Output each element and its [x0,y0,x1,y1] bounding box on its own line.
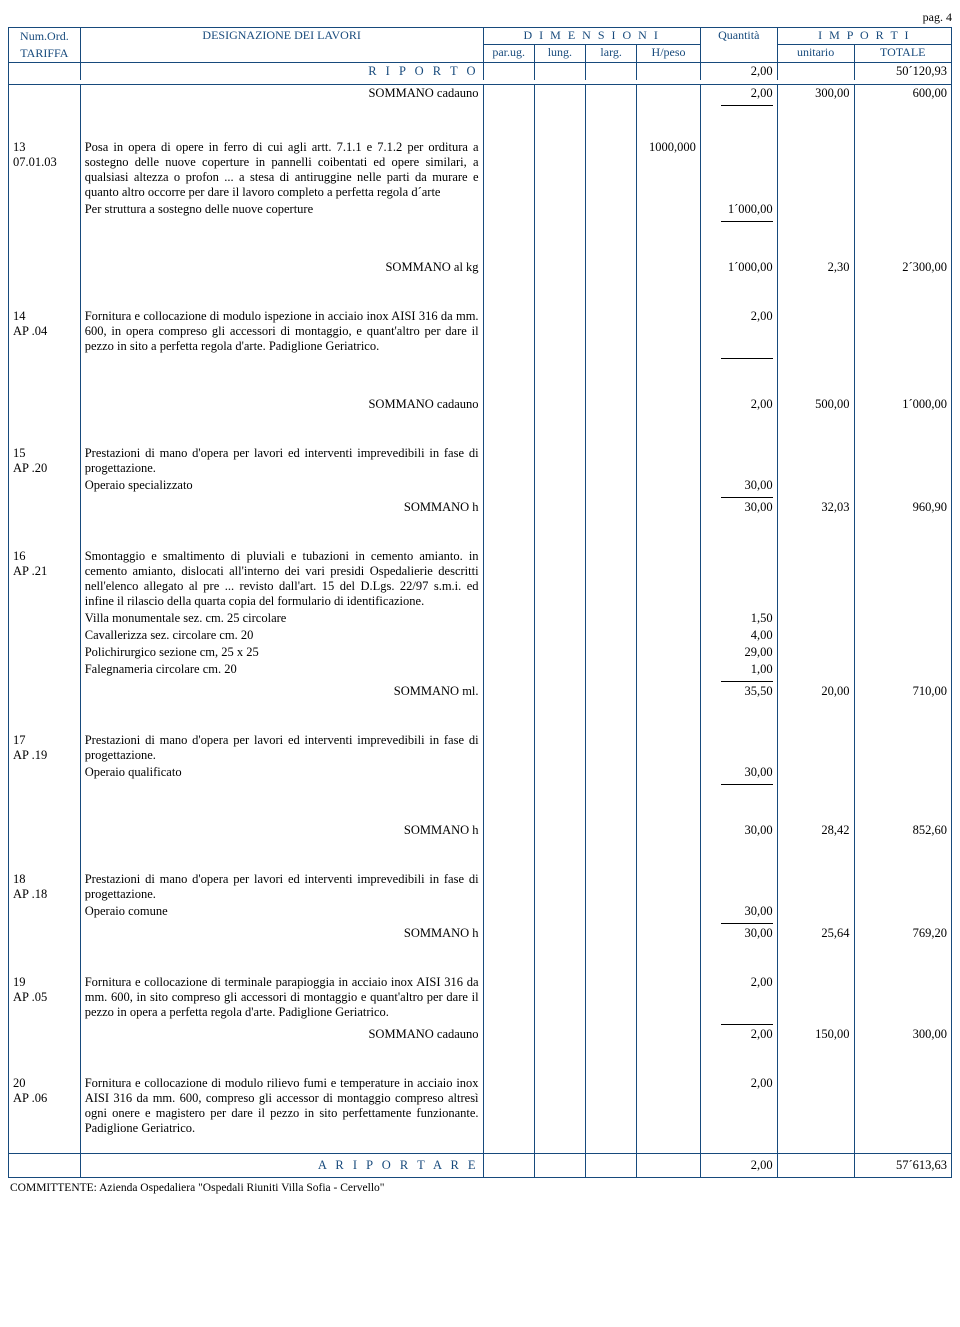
sommano-unit: 500,00 [777,396,854,413]
item-code: 20AP .06 [9,1075,81,1137]
item-hpeso [637,1075,701,1137]
item-desc: Fornitura e collocazione di terminale pa… [80,974,483,1021]
item-code: 17AP .19 [9,732,81,764]
item-hpeso [637,871,701,903]
hdr-larg: larg. [586,45,637,62]
item-code: 1307.01.03 [9,139,81,201]
sommano-tot: 1´000,00 [854,396,951,413]
sommano-tot: 600,00 [854,84,951,102]
item-desc2: Per struttura a sostegno delle nuove cop… [80,201,483,218]
item-qty: 30,00 [700,903,777,920]
sommano-tot: 852,60 [854,822,951,839]
sommano-qty: 1´000,00 [700,259,777,276]
item-desc: Smontaggio e smaltimento di pluviali e t… [80,548,483,610]
sommano-unit: 32,03 [777,499,854,516]
sommano-label: SOMMANO al kg [80,259,483,276]
detail-desc: Cavallerizza sez. circolare cm. 20 [80,627,483,644]
sommano-qty: 30,00 [700,822,777,839]
item-desc: Prestazioni di mano d'opera per lavori e… [80,445,483,477]
item-qty: 30,00 [700,764,777,781]
item-code: 16AP .21 [9,548,81,610]
hdr-tariffa: TARIFFA [20,46,68,60]
item-desc: Posa in opera di opere in ferro di cui a… [80,139,483,201]
riporto-tot: 50´120,93 [854,62,951,80]
item-qty: 2,00 [700,308,777,355]
sommano-qty: 35,50 [700,683,777,700]
item-qty [700,548,777,610]
hdr-quantita: Quantità [700,28,777,63]
hdr-importi: I M P O R T I [777,28,951,45]
item-code: 14AP .04 [9,308,81,355]
hdr-designazione: DESIGNAZIONE DEI LAVORI [80,28,483,63]
sommano-qty: 30,00 [700,499,777,516]
riporto-label: R I P O R T O [80,62,483,80]
item-hpeso [637,308,701,355]
ariportare-qty: 2,00 [700,1153,777,1177]
item-qty: 2,00 [700,974,777,1021]
sommano-qty: 30,00 [700,925,777,942]
committente: COMMITTENTE: Azienda Ospedaliera "Ospeda… [10,1182,952,1194]
sommano-tot: 769,20 [854,925,951,942]
sommano-label: SOMMANO cadauno [80,1026,483,1043]
hdr-parug: par.ug. [483,45,534,62]
item-hpeso [637,732,701,764]
detail-qty: 4,00 [700,627,777,644]
works-table: Num.Ord. TARIFFA DESIGNAZIONE DEI LAVORI… [8,27,952,1178]
hdr-hpeso: H/peso [637,45,701,62]
sommano-unit: 25,64 [777,925,854,942]
sommano-unit: 150,00 [777,1026,854,1043]
item-desc2: Operaio specializzato [80,477,483,494]
ariportare-label: A R I P O R T A R E [80,1153,483,1177]
item-code: 15AP .20 [9,445,81,477]
sommano-unit: 20,00 [777,683,854,700]
item-qty: 1´000,00 [700,201,777,218]
hdr-unitario: unitario [777,45,854,62]
sommano-label: SOMMANO h [80,499,483,516]
item-desc: Fornitura e collocazione di modulo ispez… [80,308,483,355]
sommano-label: SOMMANO h [80,822,483,839]
sommano-unit: 28,42 [777,822,854,839]
item-qty: 30,00 [700,477,777,494]
sommano-label: SOMMANO cadauno [80,84,483,102]
sommano-tot: 960,90 [854,499,951,516]
detail-desc: Falegnameria circolare cm. 20 [80,661,483,678]
detail-qty: 1,50 [700,610,777,627]
ariportare-tot: 57´613,63 [854,1153,951,1177]
hdr-totale: TOTALE [854,45,951,62]
page-number: pag. 4 [8,10,952,25]
hdr-numord: Num.Ord. TARIFFA [9,28,81,63]
item-code: 18AP .18 [9,871,81,903]
item-hpeso: 1000,000 [637,139,701,201]
item-desc: Prestazioni di mano d'opera per lavori e… [80,732,483,764]
item-hpeso [637,445,701,477]
sommano-tot: 710,00 [854,683,951,700]
sommano-tot: 2´300,00 [854,259,951,276]
detail-qty: 29,00 [700,644,777,661]
sommano-label: SOMMANO cadauno [80,396,483,413]
hdr-lung: lung. [534,45,585,62]
detail-desc: Villa monumentale sez. cm. 25 circolare [80,610,483,627]
detail-qty: 1,00 [700,661,777,678]
item-code: 19AP .05 [9,974,81,1021]
detail-desc: Polichirurgico sezione cm, 25 x 25 [80,644,483,661]
hdr-dimensioni: D I M E N S I O N I [483,28,700,45]
sommano-unit: 300,00 [777,84,854,102]
item-hpeso [637,974,701,1021]
sommano-unit: 2,30 [777,259,854,276]
sommano-qty: 2,00 [700,84,777,102]
riporto-qty: 2,00 [700,62,777,80]
item-desc: Prestazioni di mano d'opera per lavori e… [80,871,483,903]
item-desc2: Operaio comune [80,903,483,920]
item-desc: Fornitura e collocazione di modulo rilie… [80,1075,483,1137]
item-hpeso [637,548,701,610]
item-qty: 2,00 [700,1075,777,1137]
sommano-qty: 2,00 [700,396,777,413]
sommano-tot: 300,00 [854,1026,951,1043]
sommano-label: SOMMANO h [80,925,483,942]
hdr-numord-l1: Num.Ord. [20,29,69,43]
sommano-qty: 2,00 [700,1026,777,1043]
item-desc2: Operaio qualificato [80,764,483,781]
sommano-label: SOMMANO ml. [80,683,483,700]
